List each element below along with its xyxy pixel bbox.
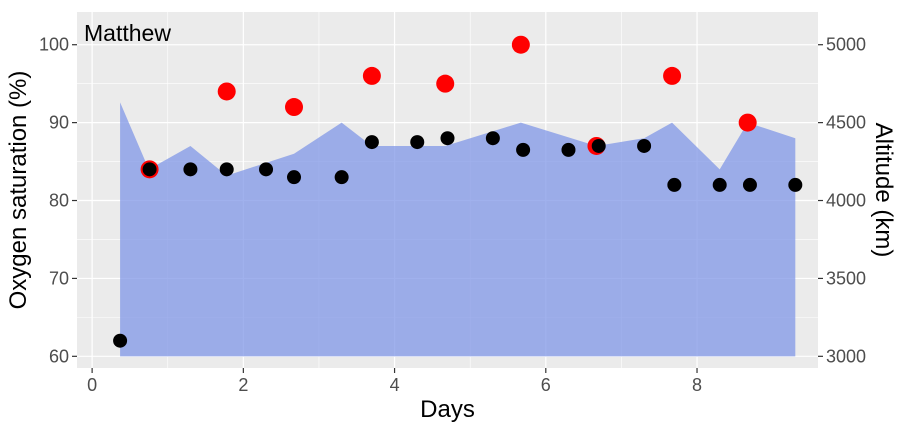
data-point-black	[516, 142, 531, 157]
x-tick-label: 4	[390, 375, 400, 395]
data-point-black	[637, 138, 652, 153]
data-point-red	[217, 82, 236, 101]
y-tick-label-left: 70	[49, 268, 69, 288]
data-point-red	[511, 35, 530, 54]
data-point-red	[663, 66, 682, 85]
data-point-black	[485, 131, 500, 146]
altitude-area	[120, 102, 796, 357]
data-point-black	[410, 135, 425, 150]
y-axis-right: 3000 3500 4000 4500 5000	[818, 35, 866, 366]
data-point-black	[287, 170, 302, 185]
y-tick-label-right: 3000	[826, 346, 866, 366]
data-point-black	[142, 162, 157, 177]
data-point-black	[334, 170, 349, 185]
x-axis-label: Days	[420, 396, 475, 423]
y-tick-label-right: 4500	[826, 113, 866, 133]
y-axis-left: 60 70 80 90 100	[39, 35, 77, 366]
data-point-red	[362, 66, 381, 85]
data-point-black	[591, 138, 606, 153]
y-axis-label-right: Altitude (km)	[870, 123, 897, 258]
chart-annotation: Matthew	[84, 20, 171, 46]
y-tick-label-right: 4000	[826, 191, 866, 211]
data-point-black	[183, 162, 198, 177]
data-point-black	[259, 162, 274, 177]
y-axis-label-left: Oxygen saturation (%)	[5, 71, 32, 310]
data-point-red	[436, 74, 455, 93]
data-point-black	[113, 333, 128, 348]
x-axis: 0 2 4 6 8	[87, 368, 702, 395]
y-tick-label-left: 90	[49, 113, 69, 133]
data-point-red	[285, 98, 304, 117]
y-tick-label-right: 5000	[826, 35, 866, 55]
x-tick-label: 0	[87, 375, 97, 395]
data-point-black	[561, 142, 576, 157]
data-point-black	[364, 135, 379, 150]
x-tick-label: 8	[692, 375, 702, 395]
data-point-black	[440, 131, 455, 146]
data-point-black	[219, 162, 234, 177]
data-point-black	[788, 177, 803, 192]
data-point-red	[738, 113, 757, 132]
oxygen-points-black	[113, 131, 803, 348]
y-tick-label-left: 100	[39, 35, 69, 55]
data-point-black	[742, 177, 757, 192]
x-tick-label: 2	[238, 375, 248, 395]
y-tick-label-left: 60	[49, 346, 69, 366]
x-tick-label: 6	[541, 375, 551, 395]
y-tick-label-left: 80	[49, 191, 69, 211]
data-point-black	[667, 177, 682, 192]
data-point-black	[712, 177, 727, 192]
y-tick-label-right: 3500	[826, 268, 866, 288]
